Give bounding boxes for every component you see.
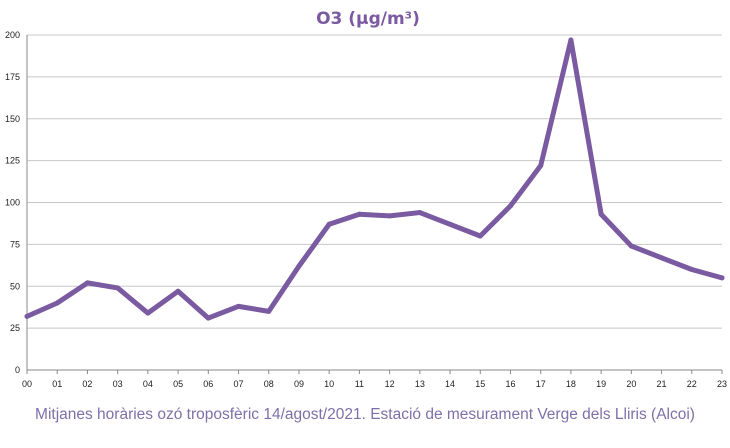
- x-tick-label: 20: [626, 379, 636, 389]
- data-point-14: [447, 221, 453, 227]
- data-point-00: [24, 313, 30, 319]
- x-tick-label: 23: [717, 379, 727, 389]
- data-point-07: [236, 303, 242, 309]
- data-point-10: [326, 221, 332, 227]
- x-tick-label: 02: [82, 379, 92, 389]
- x-tick-label: 04: [143, 379, 153, 389]
- y-tick-label: 0: [15, 365, 20, 375]
- data-point-16: [507, 203, 513, 209]
- x-tick-label: 01: [52, 379, 62, 389]
- data-point-09: [296, 263, 302, 269]
- data-point-17: [538, 163, 544, 169]
- x-tick-label: 22: [687, 379, 697, 389]
- x-tick-label: 00: [22, 379, 32, 389]
- series-layer: [24, 37, 725, 321]
- x-tick-label: 08: [264, 379, 274, 389]
- chart-title: O3 (µg/m³): [316, 9, 420, 29]
- x-tick-label: 14: [445, 379, 455, 389]
- data-point-11: [356, 211, 362, 217]
- data-point-04: [145, 310, 151, 316]
- data-point-18: [568, 37, 574, 43]
- x-tick-label: 12: [385, 379, 395, 389]
- y-tick-labels: 0 25 50 75 100 125 150 175 200: [5, 30, 20, 375]
- series-line-0: [24, 37, 725, 321]
- x-tick-label: 09: [294, 379, 304, 389]
- grid-lines: [26, 34, 722, 371]
- data-point-06: [205, 315, 211, 321]
- data-point-13: [417, 210, 423, 216]
- data-point-12: [387, 213, 393, 219]
- x-tick-label: 10: [324, 379, 334, 389]
- chart-caption: Mitjanes horàries ozó troposfèric 14/ago…: [35, 406, 695, 423]
- data-point-02: [84, 280, 90, 286]
- data-point-19: [598, 211, 604, 217]
- data-point-20: [628, 243, 634, 249]
- x-tick-label: 13: [415, 379, 425, 389]
- x-tick-label: 11: [355, 379, 364, 389]
- data-point-01: [54, 300, 60, 306]
- y-tick-label: 100: [5, 198, 20, 208]
- x-tick-labels: 00 01 02 03 04 05 06 07 08 09 10 11 12 13 14 15 16 17 18 19…: [22, 370, 727, 389]
- data-point-08: [266, 308, 272, 314]
- x-tick-label: 18: [566, 379, 576, 389]
- data-point-05: [175, 288, 181, 294]
- x-tick-label: 03: [113, 379, 123, 389]
- x-tick-label: 06: [203, 379, 213, 389]
- y-tick-label: 175: [5, 72, 20, 82]
- data-point-15: [477, 233, 483, 239]
- line-chart: O3 (µg/m³) 0 25 50 75 100 125 150 175 200 00 01 02…: [5, 9, 727, 389]
- x-tick-label: 05: [173, 379, 183, 389]
- x-tick-label: 19: [596, 379, 606, 389]
- x-tick-label: 15: [475, 379, 485, 389]
- x-tick-label: 07: [234, 379, 244, 389]
- x-tick-label: 16: [505, 379, 515, 389]
- y-tick-label: 75: [10, 239, 20, 249]
- data-point-21: [659, 255, 665, 261]
- data-point-22: [689, 267, 695, 272]
- y-tick-label: 50: [10, 281, 20, 291]
- x-tick-label: 21: [657, 379, 667, 389]
- data-point-23: [719, 275, 725, 281]
- y-tick-label: 125: [5, 156, 20, 166]
- x-tick-label: 17: [536, 379, 546, 389]
- data-point-03: [115, 285, 121, 291]
- y-tick-label: 25: [10, 323, 20, 333]
- y-tick-label: 200: [5, 30, 20, 40]
- y-tick-label: 150: [5, 114, 20, 124]
